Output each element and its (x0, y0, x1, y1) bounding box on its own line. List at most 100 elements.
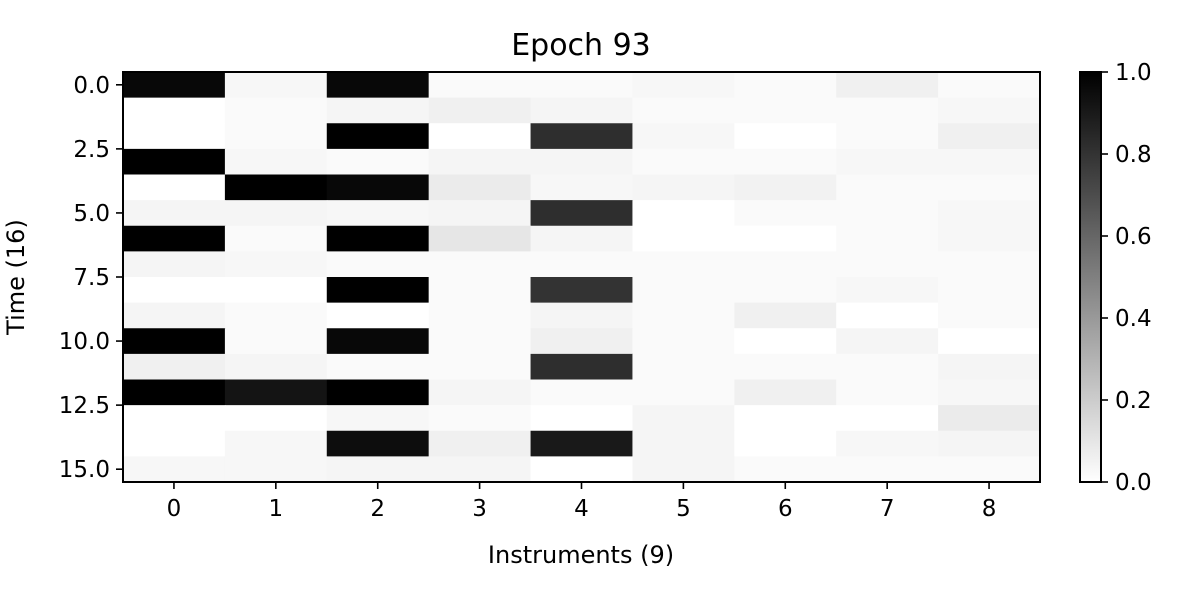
heatmap-cell (123, 302, 226, 329)
heatmap-cell (530, 328, 634, 355)
heatmap-cell (428, 225, 532, 252)
heatmap-cell (836, 200, 939, 227)
heatmap-cell (938, 456, 1041, 483)
heatmap-cell (428, 430, 532, 457)
heatmap-cell (632, 123, 735, 150)
heatmap-cell (530, 456, 634, 483)
heatmap-cell (428, 123, 532, 150)
heatmap-cell (123, 328, 226, 355)
heatmap-cell (632, 456, 735, 483)
heatmap-cell (734, 302, 837, 329)
heatmap-cell (326, 251, 430, 278)
heatmap-cell (938, 123, 1041, 150)
heatmap-cell (836, 379, 939, 406)
heatmap-cell (326, 353, 430, 381)
heatmap-cell (224, 225, 328, 252)
heatmap-cell (836, 72, 939, 99)
heatmap-cell (734, 456, 837, 483)
heatmap-cell (326, 97, 430, 124)
heatmap-cell (530, 97, 634, 124)
heatmap-cell (632, 328, 735, 355)
heatmap-cell (734, 97, 837, 124)
heatmap-cell (123, 430, 226, 457)
heatmap-cell (428, 174, 532, 201)
heatmap-cell (734, 277, 837, 304)
heatmap-cell (123, 251, 226, 278)
heatmap-cell (428, 379, 532, 406)
heatmap-cell (123, 225, 226, 252)
heatmap-cell (428, 72, 532, 99)
y-tick-label: 10.0 (59, 329, 110, 355)
heatmap-cell (938, 225, 1041, 252)
x-tick-label: 3 (472, 496, 487, 522)
colorbar-tick-label: 1.0 (1115, 60, 1152, 86)
heatmap-cell (326, 174, 430, 201)
y-tick-label: 7.5 (73, 265, 110, 291)
heatmap-cell (123, 97, 226, 124)
heatmap-cell (734, 328, 837, 355)
heatmap-cell (326, 277, 430, 304)
heatmap-cell (326, 405, 430, 432)
heatmap-cell (224, 277, 328, 304)
heatmap-cell (938, 302, 1041, 329)
heatmap-cell (530, 225, 634, 252)
heatmap-cell (938, 379, 1041, 406)
heatmap-cell (326, 72, 430, 99)
heatmap-cell (632, 72, 735, 99)
y-tick-label: 12.5 (59, 393, 110, 419)
heatmap-cell (734, 225, 837, 252)
y-axis-ticks: 0.0 2.5 5.0 7.5 10.0 12.5 15.0 (59, 73, 123, 483)
heatmap-cell (123, 405, 226, 432)
heatmap-cell (224, 353, 328, 381)
heatmap-cell (326, 225, 430, 252)
heatmap-cell (938, 251, 1041, 278)
heatmap-cells (123, 72, 1041, 483)
heatmap-cell (938, 200, 1041, 227)
heatmap-cell (123, 277, 226, 304)
heatmap-cell (530, 200, 634, 227)
heatmap-cell (530, 379, 634, 406)
heatmap-cell (734, 251, 837, 278)
heatmap-cell (224, 379, 328, 406)
y-axis-label: Time (16) (2, 219, 30, 336)
heatmap-cell (530, 123, 634, 150)
heatmap-cell (632, 200, 735, 227)
heatmap-cell (428, 302, 532, 329)
heatmap-cell (123, 456, 226, 483)
heatmap-cell (326, 456, 430, 483)
heatmap-cell (428, 405, 532, 432)
heatmap-cell (938, 430, 1041, 457)
heatmap-cell (836, 97, 939, 124)
heatmap-cell (734, 353, 837, 381)
heatmap-cell (836, 123, 939, 150)
colorbar-tick-label: 0.8 (1115, 142, 1152, 168)
heatmap-cell (326, 302, 430, 329)
colorbar-tick-label: 0.6 (1115, 224, 1152, 250)
heatmap-cell (734, 200, 837, 227)
heatmap-cell (734, 72, 837, 99)
colorbar-tick-label: 0.4 (1115, 306, 1152, 332)
heatmap-cell (224, 302, 328, 329)
heatmap-cell (530, 302, 634, 329)
heatmap-cell (836, 302, 939, 329)
heatmap-cell (938, 174, 1041, 201)
heatmap-cell (734, 148, 837, 176)
heatmap-cell (326, 123, 430, 150)
heatmap-cell (428, 328, 532, 355)
heatmap-cell (123, 379, 226, 406)
heatmap-cell (326, 148, 430, 176)
x-tick-label: 0 (167, 496, 182, 522)
heatmap-cell (938, 97, 1041, 124)
heatmap-cell (326, 430, 430, 457)
heatmap-cell (632, 430, 735, 457)
heatmap-cell (224, 72, 328, 99)
heatmap-cell (428, 251, 532, 278)
heatmap-cell (530, 430, 634, 457)
heatmap-cell (428, 456, 532, 483)
x-tick-label: 7 (880, 496, 895, 522)
heatmap-cell (123, 72, 226, 99)
heatmap-cell (224, 148, 328, 176)
heatmap-cell (632, 277, 735, 304)
heatmap-cell (123, 148, 226, 176)
heatmap-cell (530, 72, 634, 99)
